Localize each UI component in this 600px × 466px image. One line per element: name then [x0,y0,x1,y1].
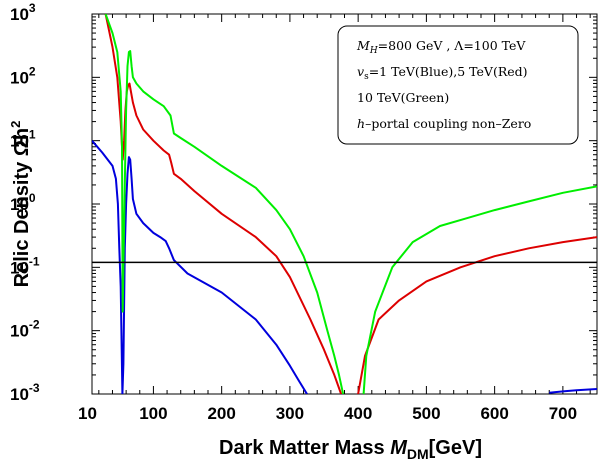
series-line-v-s-5-tev-branch [357,236,597,394]
x-tick-label: 200 [207,404,235,423]
x-axis-title: Dark Matter Mass MDM[GeV] [219,437,482,462]
series-line-v-s-10-tev-branch [362,185,597,394]
x-tick-label: 10 [78,404,97,423]
y-tick-label: 103 [10,1,36,24]
series-line-v-s-1-tev [92,140,308,394]
series-line-v-s-5-tev [104,14,343,394]
x-tick-label: 700 [549,404,577,423]
x-tick-label: 400 [344,404,372,423]
y-tick-label: 10-3 [10,381,40,404]
legend-entry: h–portal coupling non–Zero [357,116,531,131]
x-tick-label: 300 [276,404,304,423]
legend-box [337,25,579,145]
y-tick-label: 10-2 [10,318,40,341]
legend-entry: vs=1 TeV(Blue),5 TeV(Red) [357,64,528,82]
y-tick-label: 102 [10,64,36,87]
y-tick-label: 100 [10,191,36,214]
legend-entry: 10 TeV(Green) [357,90,449,105]
y-tick-label: 10-1 [10,254,40,277]
x-tick-label: 500 [412,404,440,423]
y-tick-label: 101 [10,128,36,151]
legend-entry: MH=800 GeV , Λ=100 TeV [356,38,526,56]
y-axis-title: Relic Density Ωh2 [8,121,33,288]
x-tick-label: 600 [480,404,508,423]
series-line-v-s-10-tev [104,14,345,394]
series-group [92,14,597,394]
series-line-v-s-1-tev-branch [549,388,597,394]
x-tick-label: 100 [139,404,167,423]
